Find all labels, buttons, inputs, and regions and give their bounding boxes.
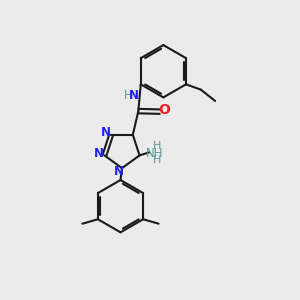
Text: H: H: [124, 89, 133, 102]
Text: N: N: [113, 165, 123, 178]
Text: H: H: [153, 155, 161, 165]
Text: NH: NH: [146, 147, 163, 160]
Text: N: N: [94, 147, 104, 161]
Text: N: N: [129, 89, 139, 102]
Text: N: N: [101, 126, 111, 139]
Text: O: O: [159, 103, 170, 118]
Text: H: H: [153, 142, 161, 152]
